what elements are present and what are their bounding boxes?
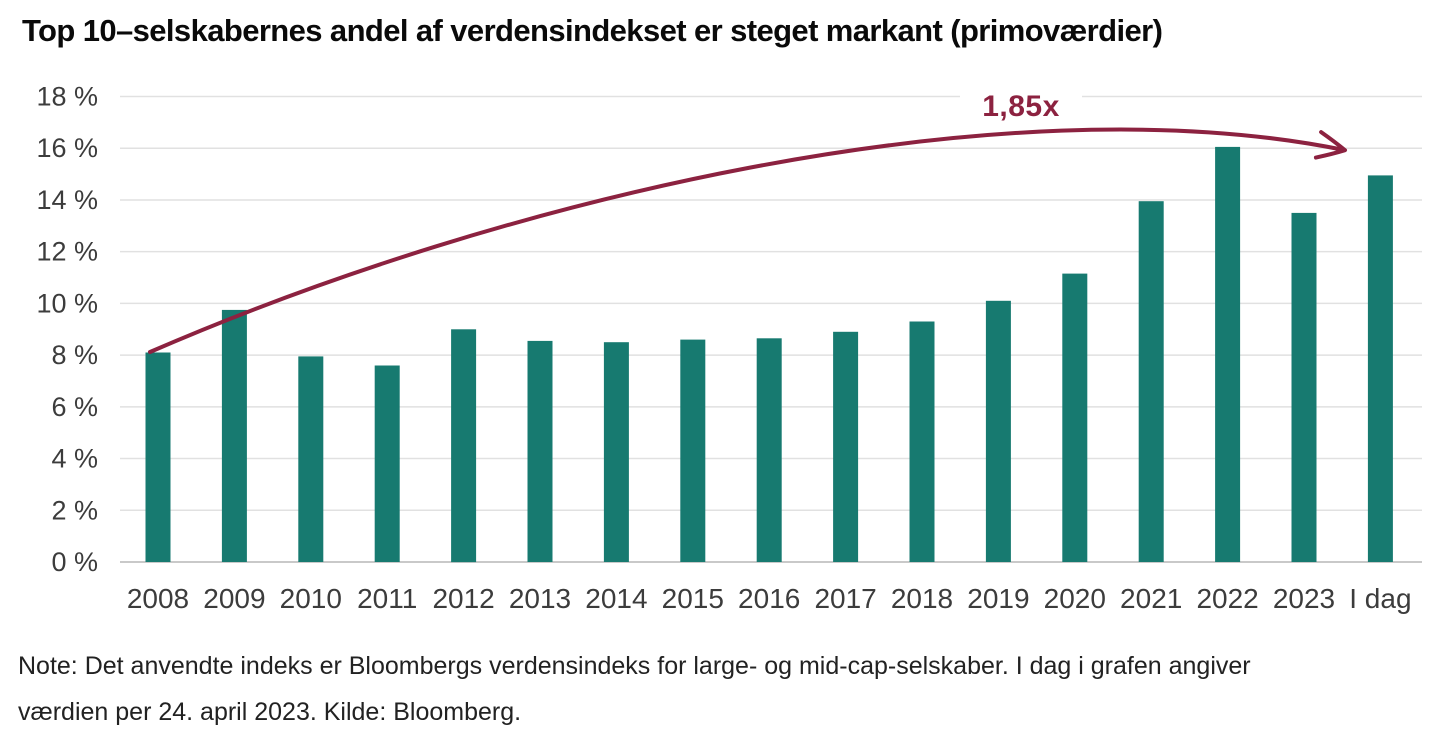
y-tick-label: 2 % bbox=[51, 495, 98, 525]
note-line-1: Note: Det anvendte indeks er Bloombergs … bbox=[18, 652, 1251, 680]
y-tick-label: 10 % bbox=[36, 288, 98, 318]
bar-2010 bbox=[298, 356, 324, 562]
bar-I dag bbox=[1367, 175, 1393, 562]
bar-2018 bbox=[909, 321, 935, 562]
bar-2017 bbox=[833, 331, 859, 562]
bar-2019 bbox=[985, 300, 1011, 562]
growth-arrow bbox=[148, 127, 1347, 354]
bar-2016 bbox=[756, 338, 782, 562]
x-tick-label: 2017 bbox=[814, 583, 876, 614]
annotation-label-backing bbox=[960, 84, 1082, 122]
x-tick-label: 2013 bbox=[509, 583, 571, 614]
x-tick-label: 2011 bbox=[357, 583, 417, 614]
y-tick-label: 6 % bbox=[51, 392, 98, 422]
chart-title: Top 10–selskabernes andel af verdensinde… bbox=[22, 13, 1163, 48]
bar-chart: 0 % 2 % 4 % 6 % 8 % 10 % 12 % 14 % 16 % 18 % 2008 2… bbox=[36, 82, 1422, 614]
x-tick-label: 2012 bbox=[432, 583, 494, 614]
x-tick-label: 2010 bbox=[280, 583, 342, 614]
bar-2015 bbox=[680, 339, 706, 562]
x-tick-label: 2014 bbox=[585, 583, 647, 614]
growth-multiplier-label: 1,85x bbox=[982, 90, 1060, 123]
x-tick-label: 2018 bbox=[891, 583, 953, 614]
bar-2009 bbox=[221, 309, 247, 562]
x-tick-label: 2015 bbox=[662, 583, 724, 614]
y-tick-label: 0 % bbox=[51, 547, 98, 577]
y-tick-label: 16 % bbox=[36, 133, 98, 163]
y-tick-label: 18 % bbox=[36, 82, 98, 112]
x-tick-label: 2022 bbox=[1196, 583, 1258, 614]
y-tick-label: 4 % bbox=[51, 444, 98, 474]
x-tick-label: 2008 bbox=[127, 583, 189, 614]
x-tick-label: I dag bbox=[1349, 583, 1411, 614]
bar-2020 bbox=[1062, 273, 1088, 562]
bar-2014 bbox=[603, 342, 629, 562]
y-tick-label: 8 % bbox=[51, 340, 98, 370]
x-tick-label: 2020 bbox=[1044, 583, 1106, 614]
x-tick-label: 2021 bbox=[1120, 583, 1182, 614]
x-tick-label: 2019 bbox=[967, 583, 1029, 614]
x-tick-label: 2016 bbox=[738, 583, 800, 614]
bar-2013 bbox=[527, 340, 553, 562]
bar-2008 bbox=[145, 352, 171, 562]
bar-2022 bbox=[1215, 146, 1241, 562]
x-tick-label: 2023 bbox=[1273, 583, 1335, 614]
bar-2023 bbox=[1291, 212, 1317, 562]
note-line-2: værdien per 24. april 2023. Kilde: Bloom… bbox=[18, 698, 522, 726]
x-tick-label: 2009 bbox=[203, 583, 265, 614]
y-tick-label: 12 % bbox=[36, 237, 98, 267]
bar-2011 bbox=[374, 365, 400, 562]
y-tick-label: 14 % bbox=[36, 185, 98, 215]
bar-2021 bbox=[1138, 201, 1164, 562]
bar-2012 bbox=[451, 329, 477, 563]
source-note: Note: Det anvendte indeks er Bloombergs … bbox=[18, 643, 1251, 735]
